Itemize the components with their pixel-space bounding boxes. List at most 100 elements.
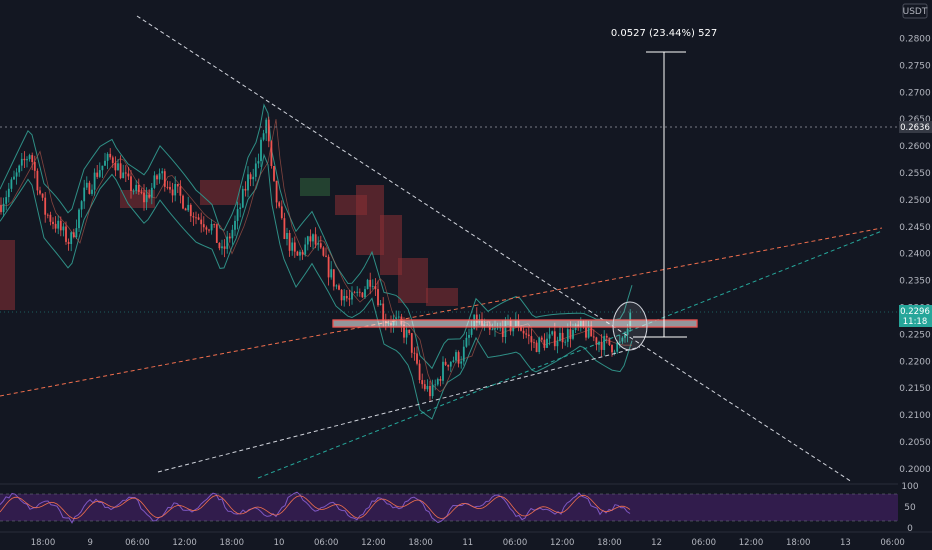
cloud-block — [426, 288, 458, 306]
candle-body — [608, 337, 611, 345]
candle-body — [603, 335, 606, 350]
time-tick-label: 12:00 — [361, 538, 386, 548]
breakout-circle[interactable] — [612, 301, 648, 351]
candle-body — [522, 330, 525, 334]
candle-body — [559, 332, 561, 342]
candle-body — [616, 342, 619, 352]
candle-body — [345, 296, 348, 299]
candle-body — [75, 228, 78, 238]
candle-body — [491, 329, 494, 331]
prior-high-value: 0.2636 — [900, 123, 930, 133]
candle-body — [210, 224, 213, 231]
currency-badge[interactable] — [902, 3, 928, 19]
candle-body — [421, 380, 424, 385]
prior-high-tag — [899, 121, 932, 133]
candle-body — [564, 341, 567, 343]
candle-body — [330, 269, 333, 278]
candle-body — [592, 336, 595, 338]
candle-body — [267, 119, 270, 142]
candle-body — [124, 172, 127, 174]
cloud-block — [200, 180, 240, 205]
price-tick-label: 0.2350 — [899, 277, 931, 287]
candle-body — [626, 328, 629, 335]
lower-wedge-line — [157, 346, 641, 473]
price-axis[interactable]: USDT 0.2800 0.2750 0.2700 0.2650 0.2600 0.255… — [898, 0, 932, 534]
time-tick-label: 18:00 — [786, 538, 811, 548]
candle-body — [535, 342, 538, 352]
candle-body — [431, 384, 434, 397]
cloud-block — [300, 178, 330, 196]
candle-body — [101, 165, 104, 171]
time-tick-label: 12:00 — [739, 538, 764, 548]
candle-body — [130, 176, 132, 191]
time-tick-label: 18:00 — [220, 538, 245, 548]
candle-body — [348, 298, 351, 300]
price-axis-bg — [898, 0, 932, 532]
candle-body — [611, 344, 613, 353]
candle-body — [54, 223, 57, 229]
candle-body — [93, 172, 96, 190]
candle-body — [475, 314, 478, 323]
price-tick-label: 0.2000 — [899, 465, 931, 475]
candle-body — [5, 197, 8, 204]
price-tick-label: 0.2250 — [899, 330, 931, 340]
candle-body — [379, 303, 382, 306]
candle-body — [306, 236, 309, 245]
time-axis[interactable]: 18:00 9 06:00 12:00 18:00 10 06:00 12:00 18:00 11… — [0, 531, 932, 550]
candle-body — [343, 296, 346, 301]
candle-body — [137, 184, 140, 192]
candle-body — [525, 333, 528, 335]
candle-body — [72, 232, 75, 238]
candle-body — [423, 384, 426, 390]
candle-body — [46, 214, 49, 216]
candle-body — [408, 329, 411, 334]
candle-body — [49, 214, 52, 222]
price-tick-label: 0.2100 — [899, 411, 931, 421]
candle-body — [468, 335, 470, 338]
breakout-zone — [332, 319, 698, 328]
time-tick-label: 18:00 — [408, 538, 433, 548]
candle-body — [36, 170, 39, 191]
rsi-panel — [0, 483, 898, 524]
rsi-tick-label: 50 — [904, 503, 916, 513]
candle-body — [369, 279, 372, 287]
candle-body — [200, 219, 203, 225]
candle-body — [501, 327, 504, 337]
candle-body — [447, 364, 450, 367]
candle-body — [413, 352, 416, 354]
candle-body — [135, 184, 138, 191]
measure-tool[interactable]: 0.0527 (23.44%) 527 — [611, 28, 717, 338]
candle-body — [600, 341, 603, 350]
candle-body — [356, 291, 359, 293]
candle-body — [364, 289, 366, 298]
rsi-tick-label: 100 — [901, 482, 918, 492]
cloud-block — [380, 215, 402, 275]
candle-body — [442, 361, 444, 381]
price-tick-label: 0.2150 — [899, 384, 931, 394]
candle-body — [145, 194, 148, 203]
breakout-zone-rect[interactable] — [332, 319, 698, 328]
candle-body — [585, 327, 587, 338]
candle-body — [0, 205, 2, 213]
time-tick-label: 12:00 — [172, 538, 197, 548]
candle-body — [270, 141, 273, 166]
candle-body — [361, 292, 364, 298]
candle-body — [119, 163, 122, 179]
candle-body — [434, 384, 437, 386]
candle-body — [624, 334, 626, 338]
candle-body — [494, 328, 496, 330]
candle-body — [283, 218, 286, 239]
candle-body — [140, 191, 143, 193]
candle-body — [158, 173, 161, 180]
candle-body — [62, 226, 65, 231]
candle-body — [439, 379, 442, 381]
candle-body — [556, 341, 559, 347]
candle-body — [257, 161, 260, 164]
candle-body — [455, 352, 457, 361]
rsi-signal-line — [0, 494, 631, 520]
candle-body — [249, 174, 252, 180]
time-axis-bg — [0, 532, 932, 550]
candle-body — [98, 170, 101, 177]
